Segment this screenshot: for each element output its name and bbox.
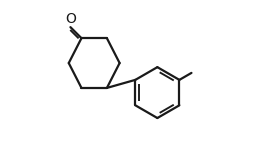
Text: O: O [65,12,76,26]
